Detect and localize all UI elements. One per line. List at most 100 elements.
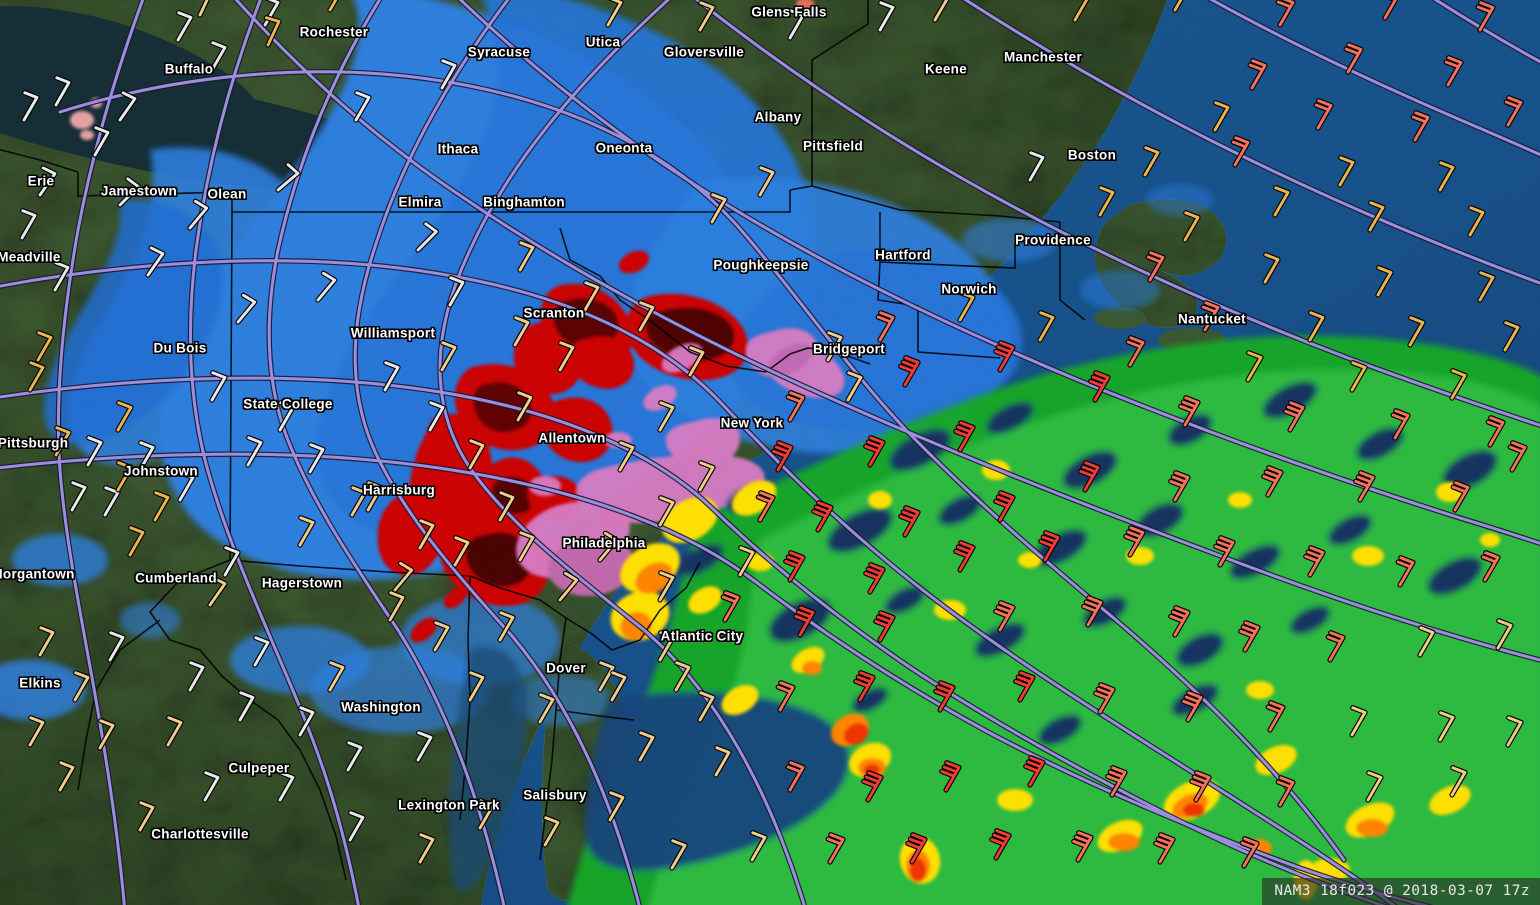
wind-barb-glyph	[714, 746, 731, 777]
wind-barb	[1238, 620, 1261, 653]
wind-barb	[713, 745, 732, 778]
wind-barb-glyph	[558, 341, 575, 372]
wind-barb-glyph	[416, 222, 438, 252]
wind-barb	[115, 400, 134, 433]
wind-barb	[1071, 830, 1094, 863]
wind-barb	[209, 40, 228, 73]
wind-barb-glyph	[1411, 111, 1430, 142]
wind-barb-glyph	[108, 631, 125, 662]
wind-barb-glyph	[1154, 833, 1175, 864]
wind-barb-glyph	[86, 436, 103, 467]
wind-barb	[853, 670, 876, 703]
wind-barb-glyph	[750, 831, 767, 862]
wind-barb-glyph	[954, 421, 975, 452]
wind-barb	[1038, 530, 1061, 563]
wind-barb-glyph	[498, 611, 515, 642]
wind-barb	[1467, 205, 1486, 238]
wind-barb	[69, 480, 88, 513]
wind-barb-glyph	[513, 316, 530, 347]
wind-barb-glyph	[440, 59, 457, 90]
wind-barb-glyph	[1381, 0, 1400, 20]
wind-barb	[35, 330, 54, 363]
wind-barb-glyph	[794, 606, 815, 637]
wind-barb-glyph	[854, 671, 875, 702]
wind-barb	[137, 800, 156, 833]
wind-barb-glyph	[1504, 96, 1523, 127]
wind-barb-glyph	[874, 611, 895, 642]
wind-barb-glyph	[22, 91, 39, 122]
wind-barb	[1337, 155, 1356, 188]
wind-barb	[222, 545, 241, 578]
wind-barb	[657, 570, 676, 603]
wind-barb-glyph	[940, 761, 961, 792]
wind-barb	[1189, 770, 1212, 803]
wind-barb-glyph	[1438, 711, 1455, 742]
wind-barb-glyph	[1248, 59, 1267, 90]
wind-barb-glyph	[1028, 151, 1045, 182]
wind-barb-glyph	[583, 281, 600, 312]
wind-barb-glyph	[346, 741, 363, 772]
wind-barb-glyph	[128, 526, 145, 557]
wind-barb	[252, 635, 271, 668]
wind-barb-glyph	[366, 481, 383, 512]
wind-barb-glyph	[826, 331, 843, 362]
wind-barb-glyph	[1098, 186, 1115, 217]
wind-barb	[327, 660, 346, 693]
wind-barb-glyph	[786, 761, 805, 792]
wind-barb	[1245, 350, 1264, 383]
wind-barb	[165, 715, 184, 748]
wind-barb	[497, 610, 516, 643]
wind-barb-glyph	[772, 441, 793, 472]
wind-barb-glyph	[238, 691, 255, 722]
wind-barb	[1105, 765, 1128, 798]
wind-barb-glyph	[826, 833, 845, 864]
wind-barb	[37, 625, 56, 658]
wind-barb-glyph	[864, 436, 885, 467]
wind-barb-glyph	[670, 839, 687, 870]
wind-barb-glyph	[468, 671, 485, 702]
wind-barb-glyph	[203, 771, 220, 802]
wind-barb-glyph	[1450, 369, 1467, 400]
wind-barb-glyph	[276, 163, 300, 192]
wind-barb-glyph	[1273, 186, 1290, 217]
wind-barb-glyph	[1408, 316, 1425, 347]
wind-barb-glyph	[103, 486, 120, 517]
wind-barb-glyph	[348, 811, 365, 842]
wind-barb-glyph	[658, 401, 675, 432]
wind-barb	[845, 370, 864, 403]
wind-barb	[1410, 110, 1431, 143]
wind-barb-glyph	[906, 833, 927, 864]
wind-barb	[993, 340, 1016, 373]
wind-barb	[1275, 0, 1296, 28]
wind-barb-glyph	[153, 491, 170, 522]
wind-barb-glyph	[178, 471, 195, 502]
wind-barb	[1353, 470, 1376, 503]
wind-barb	[1325, 630, 1346, 663]
wind-barb-glyph	[236, 293, 257, 324]
wind-barb-glyph	[538, 693, 555, 724]
wind-barb	[1449, 368, 1468, 401]
wind-barb	[1153, 832, 1176, 865]
wind-barb	[1443, 55, 1464, 88]
wind-barb-glyph	[1082, 596, 1103, 627]
wind-barb	[1437, 710, 1456, 743]
wind-barb	[1475, 0, 1496, 33]
wind-barb	[417, 832, 436, 865]
wind-barb-glyph	[146, 246, 165, 277]
model-timestamp-overlay: NAM3 18f023 @ 2018-03-07 17z	[1262, 878, 1540, 905]
wind-barb-glyph	[298, 706, 315, 737]
wind-barb	[1349, 705, 1368, 738]
wind-barb-glyph	[516, 391, 533, 422]
wind-barb-glyph	[608, 791, 625, 822]
wind-barb	[1265, 700, 1286, 733]
wind-barb	[439, 340, 458, 373]
wind-barb-glyph	[478, 799, 495, 830]
wind-barb-glyph	[316, 271, 337, 302]
wind-barb	[53, 75, 72, 108]
wind-barb	[697, 690, 716, 723]
wind-barb	[277, 400, 296, 433]
wind-barb	[1125, 335, 1146, 368]
wind-barb	[345, 740, 364, 773]
